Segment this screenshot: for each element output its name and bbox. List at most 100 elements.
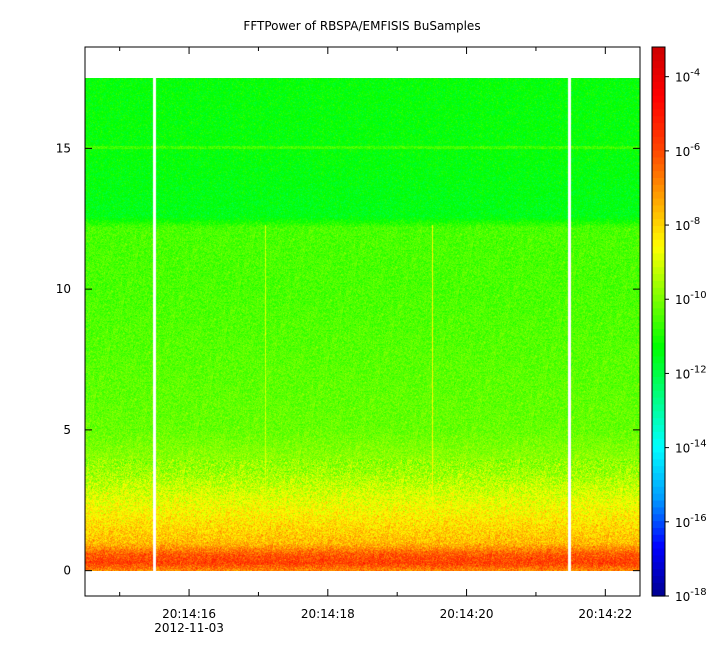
colorbar-segment: [652, 156, 665, 165]
colorbar-segment: [652, 232, 665, 240]
y-tick-label: 5: [63, 423, 71, 437]
colorbar-segment: [652, 307, 665, 316]
x-tick-label: 20:14:16: [162, 607, 216, 621]
colorbar-segment: [652, 115, 665, 124]
colorbar-segment: [652, 547, 665, 556]
colorbar-segment: [652, 191, 665, 199]
colorbar-tick-label: 10-16: [675, 513, 707, 530]
colorbar-segment: [652, 101, 665, 110]
y-tick-label: 10: [56, 282, 71, 296]
colorbar-segment: [652, 445, 665, 453]
colorbar-segment: [652, 369, 665, 377]
colorbar-segment: [652, 575, 665, 583]
colorbar-segment: [652, 218, 665, 227]
colorbar-segment: [652, 486, 665, 494]
colorbar-segment: [652, 246, 665, 254]
colorbar-segment: [652, 582, 665, 590]
colorbar-segment: [652, 355, 665, 364]
colorbar-segment: [652, 239, 665, 247]
colorbar-segment: [652, 300, 665, 309]
colorbar-segment: [652, 541, 665, 549]
x-tick-label: 20:14:20: [440, 607, 494, 621]
colorbar-segment: [652, 67, 665, 76]
colorbar-segment: [652, 314, 665, 323]
colorbar-segment: [652, 60, 665, 69]
colorbar-segment: [652, 348, 665, 357]
colorbar-segment: [652, 424, 665, 432]
colorbar-tick-label: 10-6: [675, 142, 700, 159]
x-tick-label: 20:14:22: [578, 607, 632, 621]
colorbar-segment: [652, 211, 665, 220]
colorbar-segment: [652, 479, 665, 487]
chart-title: FFTPower of RBSPA/EMFISIS BuSamples: [243, 19, 480, 33]
colorbar-segment: [652, 74, 665, 82]
colorbar-tick-label: 10-14: [675, 439, 707, 456]
colorbar-segment: [652, 273, 665, 281]
spectrogram-image: [85, 78, 640, 571]
colorbar-border: [651, 46, 666, 597]
colorbar-segment: [652, 225, 665, 233]
colorbar-segment: [652, 438, 665, 446]
colorbar-segment: [652, 376, 665, 384]
y-tick-label: 15: [56, 141, 71, 155]
x-tick-sublabel: 2012-11-03: [154, 621, 224, 635]
colorbar-segment: [652, 396, 665, 405]
colorbar-segment: [652, 252, 665, 261]
colorbar-segment: [652, 554, 665, 563]
colorbar-segment: [652, 499, 665, 508]
colorbar-segment: [652, 383, 665, 391]
colorbar-tick-label: 10-12: [675, 364, 707, 381]
colorbar-segment: [652, 143, 665, 151]
colorbar-segment: [652, 204, 665, 213]
colorbar-segment: [652, 53, 665, 62]
colorbar-segment: [652, 506, 665, 515]
colorbar-segment: [652, 362, 665, 371]
colorbar-tick-label: 10-18: [675, 587, 707, 604]
colorbar-segment: [652, 129, 665, 137]
colorbar-segment: [652, 568, 665, 577]
colorbar-segment: [652, 534, 665, 542]
colorbar-segment: [652, 342, 665, 350]
colorbar-segment: [652, 527, 665, 535]
colorbar-segment: [652, 108, 665, 117]
colorbar-segment: [652, 335, 665, 343]
colorbar-segment: [652, 122, 665, 130]
colorbar-segment: [652, 390, 665, 398]
colorbar-tick-label: 10-10: [675, 290, 707, 307]
colorbar-segment: [652, 259, 665, 268]
y-tick-label: 0: [63, 564, 71, 578]
colorbar-segment: [652, 472, 665, 480]
colorbar-segment: [652, 136, 665, 144]
colorbar-segment: [652, 47, 665, 55]
colorbar-segment: [652, 403, 665, 412]
colorbar-segment: [652, 321, 665, 329]
colorbar-tick-label: 10-4: [675, 68, 700, 85]
colorbar-segment: [652, 465, 665, 474]
colorbar-segment: [652, 458, 665, 467]
colorbar-segment: [652, 431, 665, 439]
colorbar-segment: [652, 149, 665, 158]
colorbar-segment: [652, 163, 665, 172]
colorbar: 10-4 10-6 10-8 10-10 10-12 10-14 10-16 10-18: [651, 46, 707, 604]
colorbar-segment: [652, 561, 665, 570]
colorbar-segment: [652, 280, 665, 288]
colorbar-tick-label: 10-8: [675, 216, 700, 233]
colorbar-segment: [652, 493, 665, 501]
colorbar-segment: [652, 287, 665, 295]
colorbar-segment: [652, 451, 665, 460]
colorbar-segment: [652, 170, 665, 178]
colorbar-segment: [652, 266, 665, 275]
colorbar-segment: [652, 81, 665, 89]
colorbar-segment: [652, 520, 665, 528]
x-tick-label: 20:14:18: [301, 607, 355, 621]
y-axis: 0 5 10 15: [56, 141, 640, 578]
colorbar-segment: [652, 95, 665, 103]
colorbar-segment: [652, 410, 665, 419]
colorbar-segment: [652, 88, 665, 96]
colorbar-segment: [652, 328, 665, 336]
plot-area: [84, 46, 641, 597]
colorbar-segment: [652, 177, 665, 185]
